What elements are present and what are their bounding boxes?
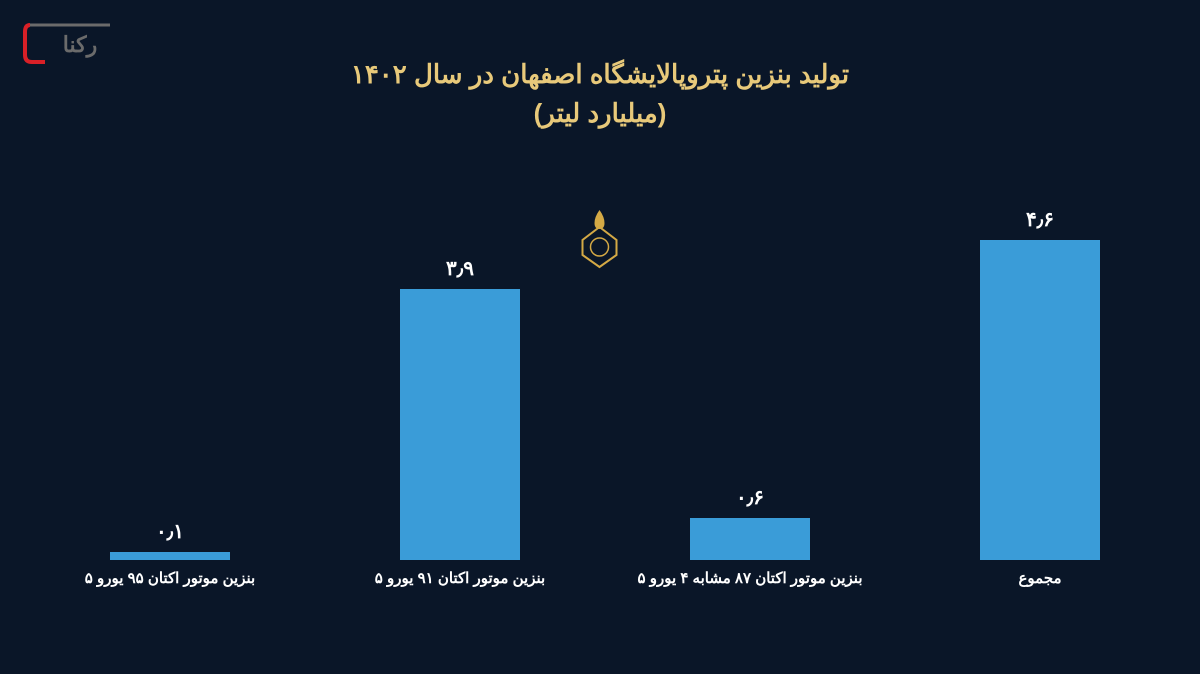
bar [400, 289, 520, 560]
bar-value: ۰٫۱ [156, 519, 184, 544]
x-label: مجموع [980, 569, 1100, 587]
x-axis-labels: مجموع بنزین موتور اکتان ۸۷ مشابه ۴ یورو … [100, 569, 1100, 599]
bar [690, 518, 810, 560]
chart-container: رکنا تولید بنزین پتروپالایشگاه اصفهان در… [0, 0, 1200, 674]
bar-value: ۰٫۶ [736, 485, 764, 510]
bar-group-total: ۴٫۶ [980, 207, 1100, 560]
chart-title: تولید بنزین پتروپالایشگاه اصفهان در سال … [0, 55, 1200, 133]
x-label: بنزین موتور اکتان ۹۱ یورو ۵ [360, 569, 560, 587]
bar [980, 240, 1100, 560]
title-line-1: تولید بنزین پتروپالایشگاه اصفهان در سال … [0, 55, 1200, 94]
bar-value: ۴٫۶ [1026, 207, 1054, 232]
bar-group-octane95: ۰٫۱ [110, 519, 230, 560]
bar-group-octane87: ۰٫۶ [690, 485, 810, 560]
x-label: بنزین موتور اکتان ۸۷ مشابه ۴ یورو ۵ [625, 569, 875, 587]
x-label: بنزین موتور اکتان ۹۵ یورو ۵ [70, 569, 270, 587]
bar [110, 552, 230, 560]
bar-value: ۳٫۹ [446, 256, 474, 281]
plot-area: ۴٫۶ ۰٫۶ ۳٫۹ ۰٫۱ [100, 200, 1100, 560]
title-line-2: (میلیارد لیتر) [0, 94, 1200, 133]
bar-group-octane91: ۳٫۹ [400, 256, 520, 560]
